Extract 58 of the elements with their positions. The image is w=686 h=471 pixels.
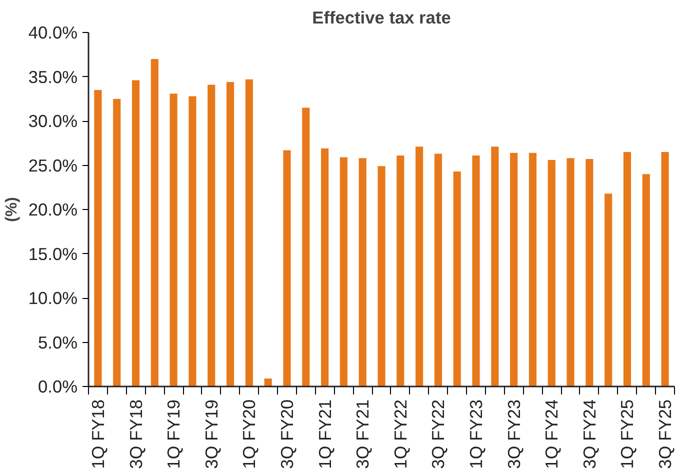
bar (566, 158, 574, 386)
bar (661, 152, 669, 386)
x-tick-label: 3Q FY19 (201, 399, 222, 469)
bar (208, 84, 216, 386)
x-tick-label: 1Q FY22 (390, 399, 410, 469)
y-axis-title: (%) (3, 197, 20, 222)
bar (548, 160, 556, 386)
y-tick-label: 0.0% (38, 376, 78, 396)
bar (132, 80, 140, 386)
x-tick-label: 3Q FY21 (352, 399, 373, 469)
y-tick-label: 5.0% (38, 332, 78, 352)
x-tick-label: 1Q FY21 (314, 399, 335, 469)
y-tick-label: 40.0% (28, 22, 78, 42)
y-tick-label: 35.0% (28, 66, 78, 87)
x-tick-label: 1Q FY18 (88, 399, 108, 469)
bar (188, 96, 196, 386)
x-tick-label: 3Q FY18 (126, 399, 146, 469)
bar (528, 152, 537, 386)
bar (472, 156, 480, 386)
bar (586, 159, 594, 386)
x-tick-label: 1Q FY20 (239, 399, 260, 469)
y-tick-label: 10.0% (28, 288, 78, 308)
bar (396, 156, 404, 386)
x-tick-label: 3Q FY24 (579, 399, 600, 469)
bar (378, 166, 386, 386)
bar (245, 79, 253, 386)
y-tick-label: 20.0% (28, 200, 78, 220)
y-tick-label: 15.0% (28, 244, 78, 264)
y-tick-label: 30.0% (28, 111, 78, 131)
bar (264, 378, 272, 386)
bar (170, 94, 178, 386)
bar (340, 157, 348, 386)
x-tick-label: 3Q FY23 (504, 399, 524, 469)
bar (226, 82, 234, 386)
bar (434, 154, 442, 386)
bar (453, 171, 461, 386)
x-tick-label: 1Q FY25 (617, 399, 638, 469)
bar (416, 146, 424, 386)
bar (150, 59, 158, 386)
bar (491, 146, 499, 386)
bar (358, 158, 366, 386)
bar (302, 108, 310, 386)
bar (283, 150, 291, 386)
bar (510, 152, 518, 386)
x-tick-label: 3Q FY25 (655, 399, 676, 469)
chart-title: Effective tax rate (312, 8, 452, 28)
bar (113, 98, 121, 386)
bar (623, 152, 632, 386)
x-tick-label: 1Q FY19 (164, 399, 184, 469)
bar (604, 194, 612, 386)
y-tick-label: 25.0% (28, 155, 78, 176)
x-tick-label: 1Q FY23 (466, 399, 486, 469)
bar (94, 90, 102, 386)
x-tick-label: 1Q FY24 (542, 399, 562, 469)
x-tick-label: 3Q FY20 (276, 399, 297, 469)
bar (642, 174, 650, 386)
x-tick-label: 3Q FY22 (428, 399, 448, 469)
bar (321, 148, 329, 386)
